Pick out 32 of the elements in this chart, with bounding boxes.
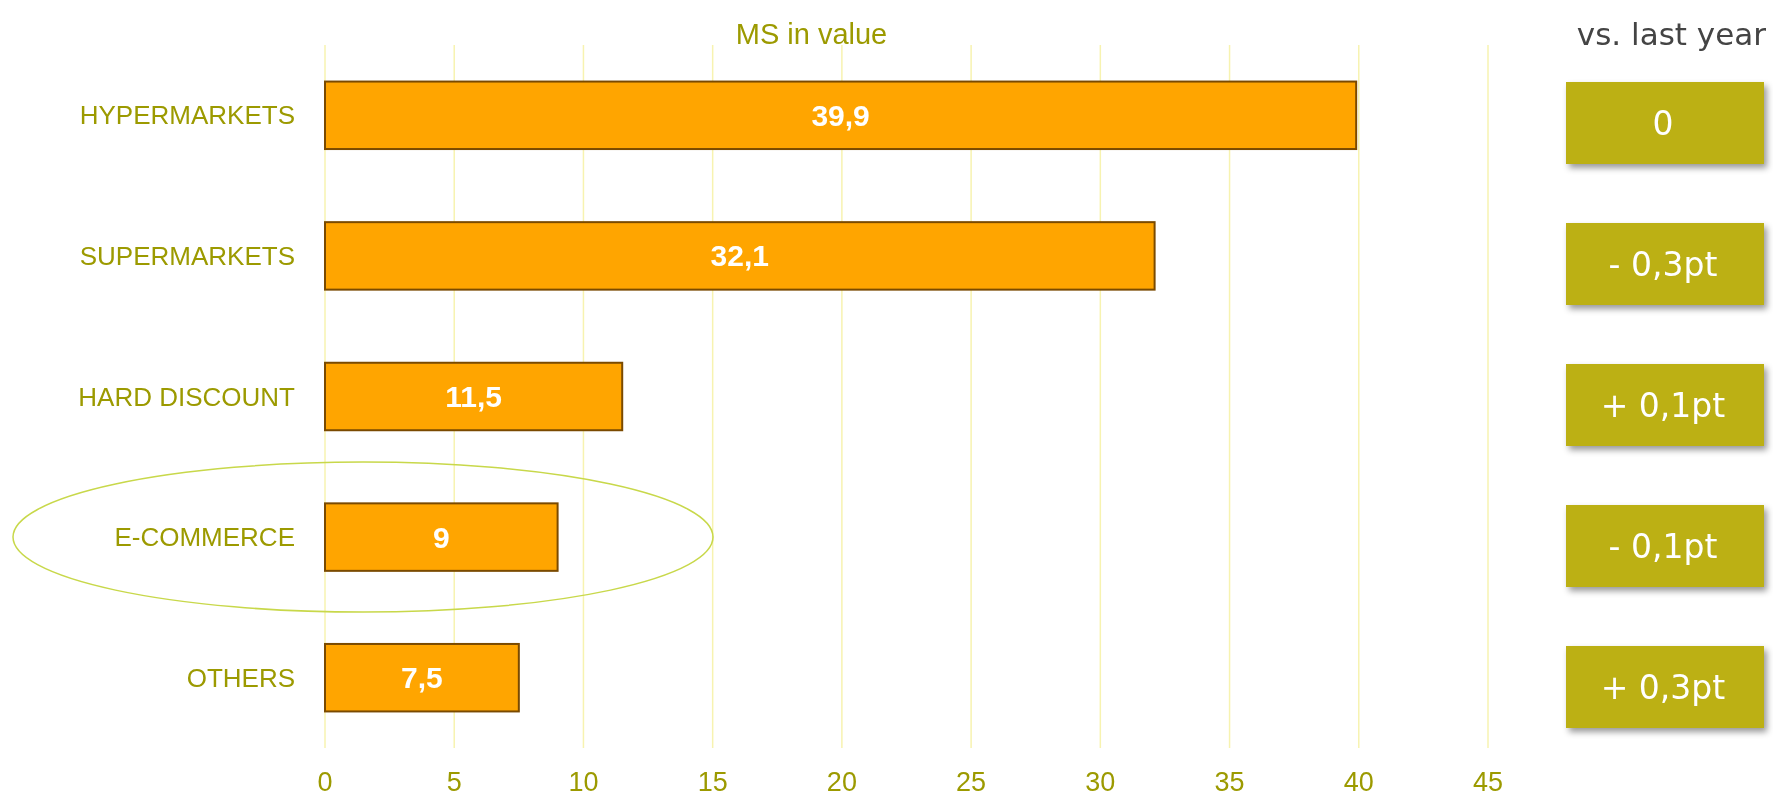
y-tick-label: HARD DISCOUNT <box>78 381 296 412</box>
text: - 0,3pt <box>1608 244 1718 284</box>
x-tick-label: 0 <box>317 767 333 798</box>
x-tick-label: 15 <box>697 767 728 798</box>
bar <box>324 361 624 432</box>
text: - 0,1pt <box>1608 526 1718 566</box>
data-label: 9 <box>432 520 450 554</box>
y-tick-label: OTHERS <box>186 662 295 693</box>
x-tick-label: 20 <box>826 767 857 798</box>
text: + 0,1pt <box>1600 385 1726 425</box>
chart-title: MS in value <box>735 18 888 51</box>
bar <box>324 221 1156 291</box>
x-tick-label: 5 <box>446 767 462 798</box>
bar <box>324 502 559 572</box>
bar <box>324 642 520 713</box>
data-label: 11,5 <box>445 380 502 413</box>
bar <box>324 80 1358 151</box>
y-tick-label: HYPERMARKETS <box>79 100 295 131</box>
y-tick-label: SUPERMARKETS <box>79 241 295 271</box>
x-tick-label: 40 <box>1343 767 1374 798</box>
x-tick-label: 10 <box>568 767 599 798</box>
text: vs. last year <box>1576 15 1767 52</box>
x-tick-label: 25 <box>956 767 987 798</box>
data-label: 7,5 <box>401 661 443 695</box>
text: + 0,3pt <box>1600 667 1726 707</box>
y-tick-label: E-COMMERCE <box>114 522 295 553</box>
x-tick-label: 45 <box>1472 767 1504 798</box>
text: 0 <box>1652 103 1674 143</box>
data-label: 32,1 <box>710 239 769 273</box>
data-label: 39,9 <box>811 98 870 132</box>
x-tick-label: 35 <box>1214 767 1245 798</box>
x-tick-label: 30 <box>1085 767 1116 798</box>
